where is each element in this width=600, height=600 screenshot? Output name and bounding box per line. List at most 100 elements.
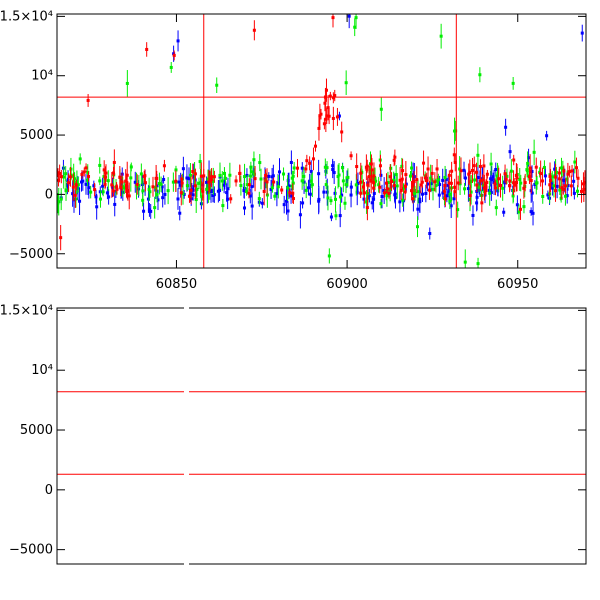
- data-point: [365, 200, 369, 204]
- data-point: [388, 175, 392, 179]
- data-point: [174, 179, 178, 183]
- data-point: [374, 179, 378, 183]
- data-point: [269, 187, 273, 191]
- data-point: [92, 184, 96, 188]
- data-point: [308, 192, 312, 196]
- data-point: [582, 187, 586, 191]
- data-point: [419, 183, 423, 187]
- data-point: [322, 122, 326, 126]
- data-point: [410, 184, 414, 188]
- data-point: [478, 164, 482, 168]
- data-point: [327, 254, 331, 258]
- data-point: [205, 187, 209, 191]
- data-point: [364, 165, 368, 169]
- data-point: [80, 180, 84, 184]
- data-point: [399, 188, 403, 192]
- data-point: [476, 176, 480, 180]
- data-point: [472, 164, 476, 168]
- data-point: [563, 194, 567, 198]
- data-point: [174, 168, 178, 172]
- data-point: [338, 214, 342, 218]
- data-point: [530, 170, 534, 174]
- data-point: [145, 47, 149, 51]
- bottom-panel: −50000500010⁴1.5×10⁴58200584006000060200…: [0, 303, 587, 566]
- data-point: [528, 166, 532, 170]
- data-point: [425, 179, 429, 183]
- data-point: [404, 173, 408, 177]
- data-point: [197, 181, 201, 185]
- data-point: [282, 203, 286, 207]
- data-point: [453, 185, 457, 189]
- data-point: [369, 162, 373, 166]
- data-point: [384, 181, 388, 185]
- data-point: [422, 161, 426, 165]
- data-point: [418, 200, 422, 204]
- data-point: [325, 114, 329, 118]
- data-point: [329, 215, 333, 219]
- data-point: [139, 172, 143, 176]
- data-point: [340, 130, 344, 134]
- data-point: [107, 195, 111, 199]
- data-point: [505, 174, 509, 178]
- data-point: [385, 194, 389, 198]
- data-point: [443, 197, 447, 201]
- data-point: [149, 209, 153, 213]
- data-point: [263, 177, 267, 181]
- data-point: [310, 183, 314, 187]
- data-point: [411, 197, 415, 201]
- data-point: [222, 171, 226, 175]
- data-point: [580, 189, 584, 193]
- data-point: [226, 197, 230, 201]
- data-point: [215, 83, 219, 87]
- data-point: [176, 39, 180, 43]
- y-tick-label: 0: [45, 187, 53, 202]
- data-point: [154, 176, 158, 180]
- data-point: [456, 208, 460, 212]
- data-point: [337, 173, 341, 177]
- data-point: [200, 195, 204, 199]
- data-point: [216, 189, 220, 193]
- data-point: [212, 193, 216, 197]
- data-point: [401, 198, 405, 202]
- data-point: [188, 173, 192, 177]
- data-point: [522, 205, 526, 209]
- data-point: [260, 201, 264, 205]
- data-point: [101, 184, 105, 188]
- data-point: [78, 199, 82, 203]
- data-point: [243, 206, 247, 210]
- data-point: [576, 176, 580, 180]
- data-point: [512, 158, 516, 162]
- data-point: [226, 187, 230, 191]
- data-point: [572, 191, 576, 195]
- top-series-red: [57, 14, 586, 251]
- data-point: [529, 178, 533, 182]
- data-point: [223, 181, 227, 185]
- data-point: [371, 176, 375, 180]
- data-point: [137, 184, 141, 188]
- x-tick-label: 60850: [156, 277, 197, 292]
- data-point: [262, 189, 266, 193]
- data-point: [292, 166, 296, 170]
- data-point: [331, 96, 335, 100]
- data-point: [177, 180, 181, 184]
- data-point: [59, 175, 63, 179]
- data-point: [65, 184, 69, 188]
- data-point: [86, 98, 90, 102]
- data-point: [525, 169, 529, 173]
- data-point: [411, 191, 415, 195]
- x-tick-label: 60950: [497, 277, 538, 292]
- data-point: [541, 195, 545, 199]
- data-point: [143, 181, 147, 185]
- data-point: [180, 181, 184, 185]
- data-point: [572, 179, 576, 183]
- data-point: [431, 187, 435, 191]
- data-point: [250, 204, 254, 208]
- data-point: [561, 178, 565, 182]
- data-point: [368, 170, 372, 174]
- data-point: [548, 174, 552, 178]
- data-point: [540, 179, 544, 183]
- data-point: [345, 177, 349, 181]
- data-point: [554, 189, 558, 193]
- data-point: [372, 181, 376, 185]
- data-point: [471, 213, 475, 217]
